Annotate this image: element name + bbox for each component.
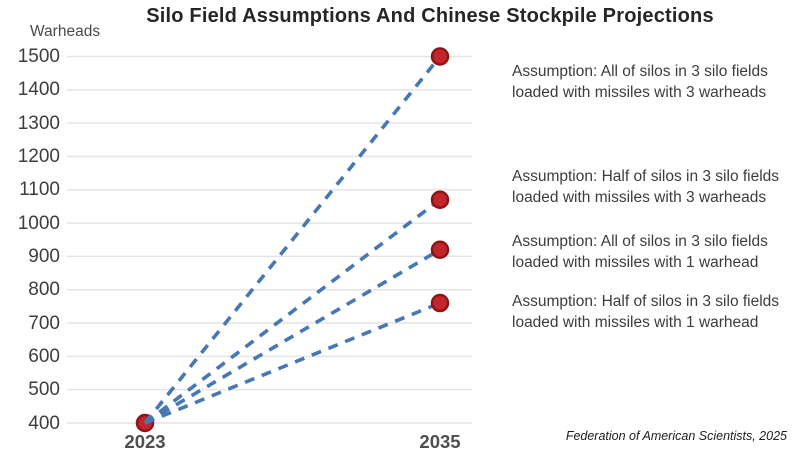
y-tick-label: 1100	[19, 179, 60, 201]
projection-line	[143, 55, 442, 425]
x-tick-label: 2023	[124, 431, 166, 452]
assumption-annotation-2: Assumption: Half of silos in 3 silo fiel…	[512, 168, 780, 206]
y-tick-label: 1300	[17, 112, 60, 134]
y-tick-label: 1000	[17, 212, 60, 234]
chart-title: Silo Field Assumptions And Chinese Stock…	[146, 5, 714, 27]
assumption-annotation-4: Assumption: Half of silos in 3 silo fiel…	[512, 293, 780, 331]
data-point-end	[430, 293, 450, 313]
x-tick-label: 2035	[419, 431, 461, 452]
projection-line	[143, 198, 442, 425]
y-tick-label: 600	[28, 345, 60, 367]
data-point-end	[430, 190, 450, 210]
y-tick-label: 900	[28, 245, 60, 267]
y-axis-unit-label: Warheads	[30, 23, 101, 40]
assumption-annotation-1: Assumption: All of silos in 3 silo field…	[512, 63, 768, 101]
y-tick-label: 800	[28, 279, 60, 301]
y-tick-label: 1500	[17, 46, 60, 67]
y-tick-label: 1400	[17, 79, 60, 101]
assumption-annotation-3: Assumption: All of silos in 3 silo field…	[512, 233, 768, 271]
y-tick-label: 500	[28, 379, 60, 401]
y-tick-label: 1200	[17, 145, 60, 167]
projection-line	[144, 248, 441, 425]
attribution-text: Federation of American Scientists, 2025	[565, 429, 787, 443]
data-point-end	[430, 47, 450, 66]
data-point-end	[430, 240, 450, 259]
projection-line	[144, 301, 441, 425]
y-tick-label: 700	[28, 312, 60, 334]
y-tick-label: 400	[28, 412, 60, 434]
